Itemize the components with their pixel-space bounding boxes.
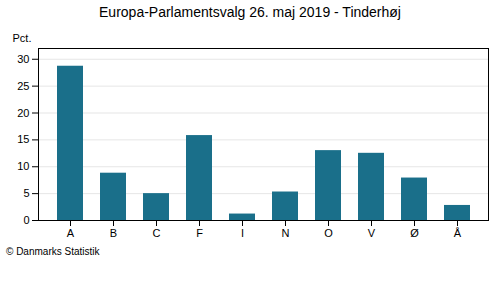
svg-text:30: 30 [17,53,29,65]
svg-text:V: V [368,227,376,239]
html-text:© Danmarks Statistik: © Danmarks Statistik [6,246,100,257]
svg-text:A: A [67,227,75,239]
svg-text:B: B [110,227,117,239]
svg-text:5: 5 [23,187,29,199]
svg-text:I: I [241,227,244,239]
svg-text:10: 10 [17,160,29,172]
svg-text:Å: Å [454,227,462,239]
svg-text:20: 20 [17,107,29,119]
svg-text:N: N [282,227,290,239]
svg-text:25: 25 [17,80,29,92]
svg-text:F: F [196,227,203,239]
html-text:Europa-Parlamentsvalg 26. maj: Europa-Parlamentsvalg 26. maj 2019 - Tin… [99,4,401,20]
svg-text:Ø: Ø [410,227,419,239]
svg-text:Pct.: Pct. [13,32,32,44]
svg-text:0: 0 [23,214,29,226]
svg-text:O: O [324,227,333,239]
svg-text:C: C [153,227,161,239]
svg-text:15: 15 [17,133,29,145]
